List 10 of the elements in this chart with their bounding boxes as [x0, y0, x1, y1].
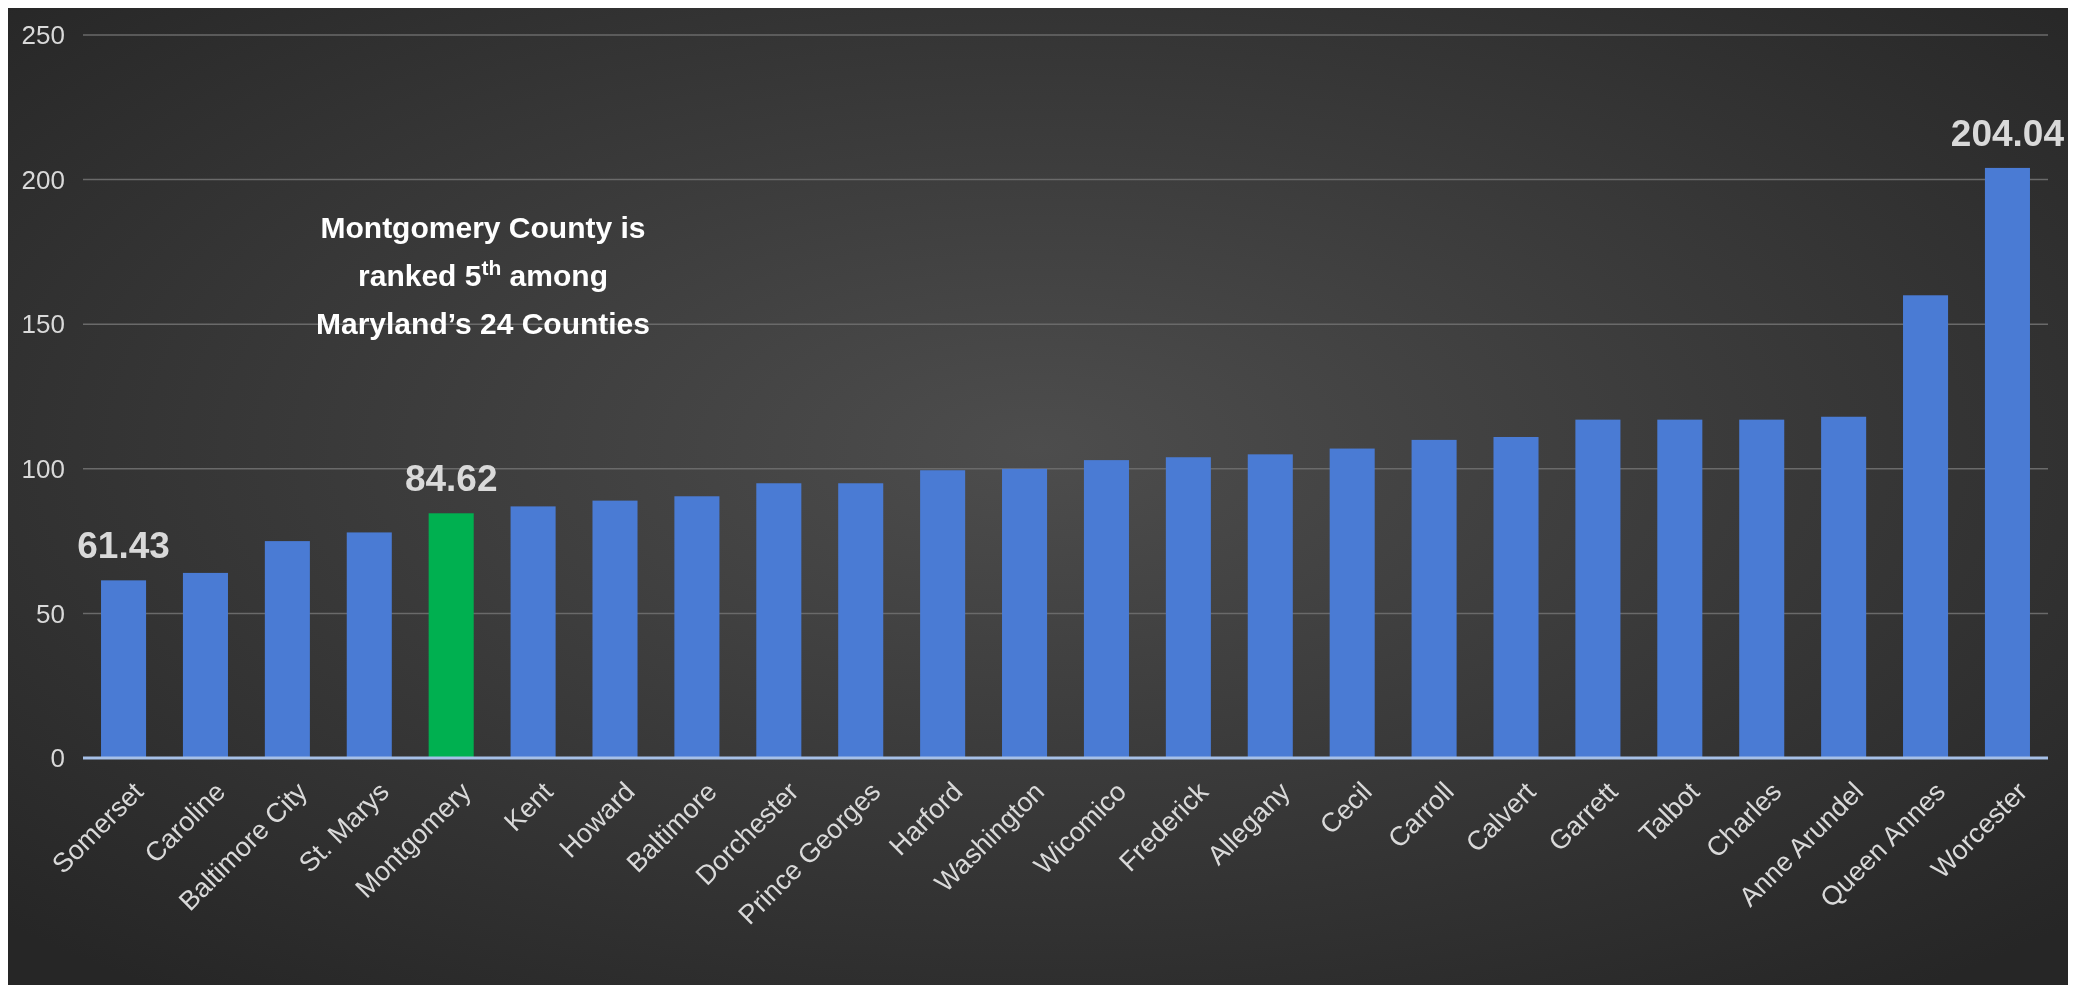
y-tick-label: 100	[21, 453, 65, 484]
y-tick-label: 150	[21, 309, 65, 340]
y-tick-label: 50	[36, 598, 65, 629]
data-label: 84.62	[404, 458, 498, 500]
data-label: 204.04	[1950, 112, 2065, 154]
annotation: Montgomery County is ranked 5$^{th}$ among Maryland’s 24 Counties	[316, 211, 650, 340]
y-tick-label: 0	[50, 743, 65, 774]
y-tick-label: 200	[21, 164, 65, 195]
y-tick-label: 250	[21, 20, 65, 51]
data-label: 61.43	[77, 525, 170, 567]
